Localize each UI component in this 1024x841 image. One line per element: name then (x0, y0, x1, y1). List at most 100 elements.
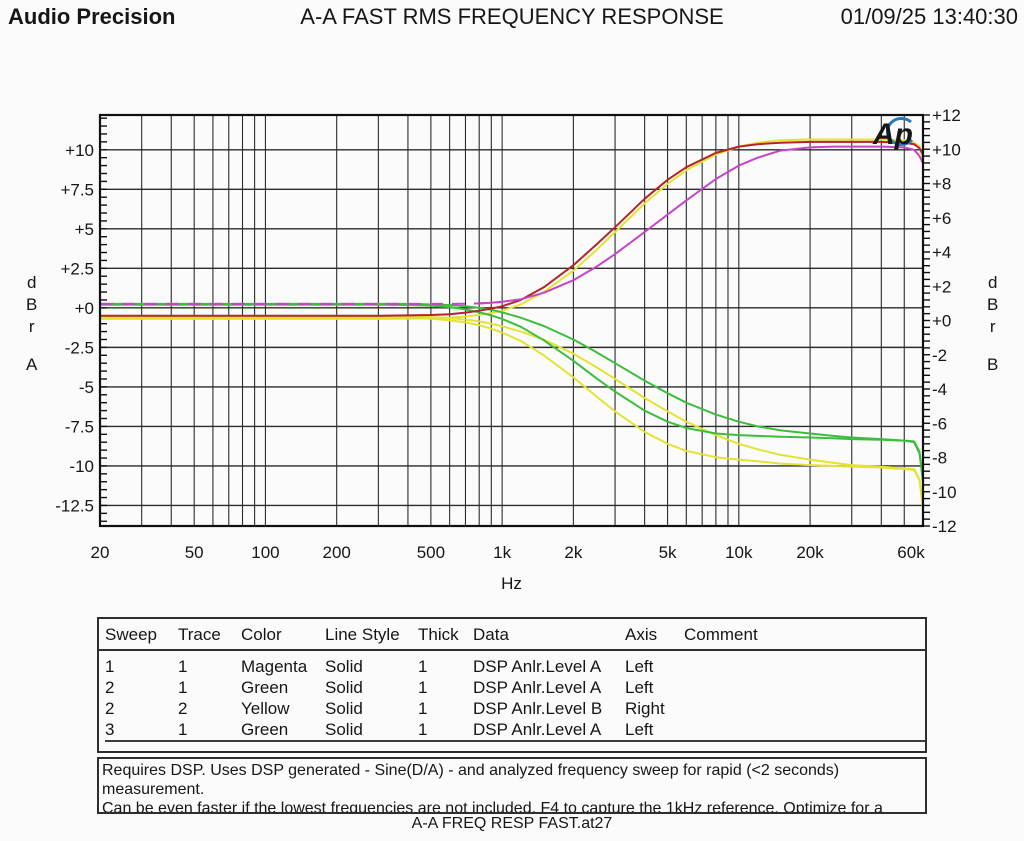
legend-cell: Left (625, 678, 654, 697)
comment-line: measurement. (102, 781, 205, 798)
x-axis-labels: 20 50 100 200 500 1k 2k 5k 10k 20k 60k Hz (91, 543, 926, 593)
legend-cell: Left (625, 657, 654, 676)
legend-cell: 1 (178, 719, 241, 742)
svg-text:100: 100 (251, 543, 279, 562)
left-axis-channel: A (26, 355, 38, 374)
trace-green-fall-late (100, 302, 924, 482)
trace-magenta-rise (479, 145, 924, 305)
svg-text:200: 200 (323, 543, 351, 562)
svg-text:20k: 20k (796, 543, 824, 562)
svg-text:+10: +10 (932, 140, 961, 159)
right-axis-unit-letter: r (989, 317, 996, 336)
right-axis-title: d B r B (987, 272, 998, 376)
legend-cell: DSP Anlr.Level B (473, 699, 603, 718)
svg-text:+5: +5 (75, 220, 94, 239)
trace-yellow-fall-early (100, 316, 924, 509)
legend-cell: Comment (684, 625, 758, 644)
legend-cell: Sweep (105, 625, 157, 644)
svg-text:+7.5: +7.5 (60, 180, 94, 199)
svg-text:+2.5: +2.5 (60, 259, 94, 278)
legend-cell: Thick (418, 625, 459, 644)
left-axis-labels: +10 +7.5 +5 +2.5 +0 -2.5 -5 -7.5 -10 -12.5 (55, 141, 94, 516)
legend-cell: 1 (418, 699, 428, 718)
grid-horizontal (100, 149, 923, 507)
left-axis-unit-letter: d (26, 273, 37, 292)
legend-table: Sweep Trace Color Line Style Thick Data Axis Co… (97, 617, 927, 753)
left-axis-unit-letter: B (26, 295, 38, 314)
legend-header-row: Sweep Trace Color Line Style Thick Data Axis Co… (99, 619, 925, 645)
legend-header-divider (99, 649, 925, 651)
legend-cell: 2 (178, 699, 188, 718)
svg-text:-4: -4 (932, 380, 947, 399)
svg-text:+0: +0 (75, 299, 94, 318)
trace-green-fall-early (100, 303, 924, 481)
legend-table-row: 2 1 Green Solid 1 DSP Anlr.Level A Left (99, 677, 925, 698)
test-filename: A-A FREQ RESP FAST.at27 (411, 815, 613, 832)
svg-text:500: 500 (417, 543, 445, 562)
right-axis-channel: B (987, 355, 999, 374)
legend-cell: Solid (325, 699, 363, 718)
legend-cell: Line Style (325, 625, 400, 644)
legend-cell: 2 (105, 678, 115, 697)
svg-text:2k: 2k (564, 543, 582, 562)
legend-cell: DSP Anlr.Level A (473, 719, 625, 742)
svg-text:10k: 10k (725, 543, 753, 562)
legend-cell: 3 (105, 719, 178, 742)
svg-text:-2.5: -2.5 (65, 338, 94, 357)
svg-text:Ap: Ap (872, 118, 913, 151)
legend-cell: Solid (325, 678, 363, 697)
svg-text:-10: -10 (932, 483, 957, 502)
trace-yellow-fall-late (100, 315, 924, 508)
svg-text:+4: +4 (932, 243, 951, 262)
legend-cell: Green (241, 719, 325, 742)
axis-ticks (100, 114, 930, 527)
legend-cell: Green (241, 678, 289, 697)
right-axis-labels: +12 +10 +8 +6 +4 +2 +0 -2 -4 -6 -8 -10 -12 (932, 106, 961, 536)
legend-cell: 1 (418, 657, 428, 676)
legend-cell: Color (241, 625, 282, 644)
legend-table-row: 2 2 Yellow Solid 1 DSP Anlr.Level B Right (99, 698, 925, 719)
legend-table-row: 3 1 Green Solid 1 DSP Anlr.Level A Left (99, 719, 925, 742)
svg-text:5k: 5k (659, 543, 677, 562)
comment-box: Requires DSP. Uses DSP generated - Sine(… (97, 757, 927, 814)
svg-text:20: 20 (91, 543, 110, 562)
svg-text:50: 50 (185, 543, 204, 562)
report-title: A-A FAST RMS FREQUENCY RESPONSE (300, 4, 724, 29)
svg-text:60k: 60k (897, 543, 925, 562)
x-axis-unit: Hz (501, 574, 522, 593)
svg-text:-12: -12 (932, 517, 957, 536)
legend-cell: Magenta (241, 657, 308, 676)
comment-line: Requires DSP. Uses DSP generated - Sine(… (102, 762, 840, 779)
report-datetime: 01/09/25 13:40:30 (840, 4, 1018, 29)
svg-text:+2: +2 (932, 277, 951, 296)
left-axis-unit-letter: r (28, 317, 35, 336)
svg-text:+8: +8 (932, 175, 951, 194)
legend-cell: Data (473, 625, 509, 644)
svg-text:-7.5: -7.5 (65, 417, 94, 436)
svg-text:+0: +0 (932, 312, 951, 331)
left-axis-title: d B r A (26, 272, 37, 376)
svg-text:+6: +6 (932, 209, 951, 228)
legend-cell: DSP Anlr.Level A (473, 657, 602, 676)
legend-cell: Axis (625, 625, 658, 644)
trace-yellow-rise (100, 138, 924, 320)
comment-line: Can be even faster if the lowest frequen… (102, 800, 883, 814)
legend-cell (684, 656, 925, 677)
trace-magenta-flat-overlap (100, 300, 503, 305)
legend-cell: Trace (178, 625, 221, 644)
svg-text:+10: +10 (65, 141, 94, 160)
frequency-response-chart: +10+7.5+5+2.5+0-2.5-5-7.5-10-12.5+12+10+… (55, 106, 961, 593)
legend-table-row: 1 1 Magenta Solid 1 DSP Anlr.Level A Left (99, 656, 925, 677)
legend-cell (684, 719, 925, 742)
svg-text:1k: 1k (493, 543, 511, 562)
right-axis-unit-letter: d (987, 273, 998, 292)
ap-logo: Ap (872, 117, 914, 151)
legend-cell: 1 (418, 719, 473, 742)
legend-cell: Solid (325, 719, 418, 742)
legend-cell: 2 (105, 699, 115, 718)
legend-cell: 1 (178, 657, 188, 676)
report-header: Audio Precision A-A FAST RMS FREQUENCY R… (0, 4, 1024, 34)
legend-cell: Solid (325, 657, 363, 676)
trace-red-rise (100, 140, 924, 317)
